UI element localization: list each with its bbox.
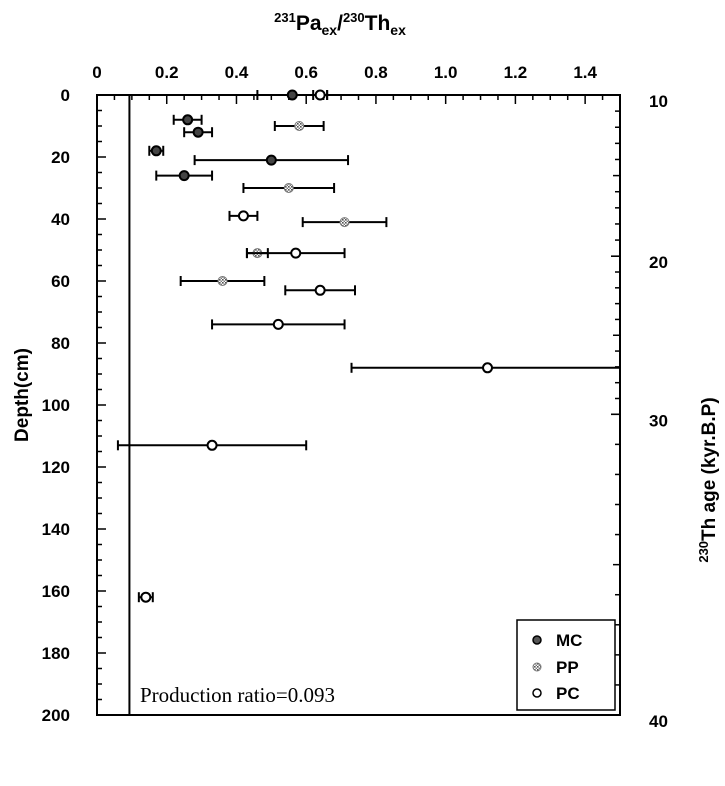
left-tick-label: 60: [51, 272, 70, 291]
legend: MC PP PC: [516, 619, 616, 711]
left-axis-title: Depth(cm): [12, 348, 33, 442]
left-tick-label: 200: [42, 706, 70, 725]
legend-pp-marker: [532, 662, 542, 672]
pc-point: [314, 284, 326, 296]
top-tick-label: 1.0: [434, 63, 458, 82]
pc-point: [272, 318, 284, 330]
pc-point: [206, 439, 218, 451]
pc-point: [237, 210, 249, 222]
pc-point: [140, 591, 152, 603]
right-axis-title: 230Th age (kyr.B.P): [696, 397, 720, 562]
mc-point: [265, 154, 277, 166]
top-tick-label: 1.4: [573, 63, 597, 82]
top-axis-title-slash: /: [337, 12, 343, 35]
right-axis-title-sup: 230: [696, 541, 711, 563]
left-tick-label: 80: [51, 334, 70, 353]
production-ratio-label: Production ratio=0.093: [140, 683, 335, 707]
top-tick-label: 0.6: [294, 63, 318, 82]
legend-pp-label: PP: [556, 658, 579, 677]
top-tick-label: 0.2: [155, 63, 179, 82]
left-tick-label: 40: [51, 210, 70, 229]
top-tick-label: 0.8: [364, 63, 388, 82]
legend-mc-marker: [532, 635, 542, 645]
left-tick-label: 20: [51, 148, 70, 167]
mc-point: [150, 145, 162, 157]
top-axis-title-th: Th: [365, 12, 391, 35]
pp-point: [294, 121, 305, 131]
top-axis-title-pa: Pa: [296, 12, 322, 35]
right-tick-label: 10: [649, 92, 668, 111]
legend-pc-marker: [532, 688, 542, 698]
left-tick-label: 140: [42, 520, 70, 539]
top-tick-label: 0.4: [225, 63, 249, 82]
pp-point: [217, 276, 228, 286]
right-tick-label: 40: [649, 712, 668, 731]
pc-point: [290, 247, 302, 259]
left-tick-label: 180: [42, 644, 70, 663]
right-tick-label: 30: [649, 411, 668, 430]
top-axis-title-sub2: ex: [390, 22, 406, 38]
left-tick-label: 120: [42, 458, 70, 477]
mc-point: [178, 170, 190, 182]
pp-point: [339, 217, 350, 228]
left-tick-label: 160: [42, 582, 70, 601]
legend-mc-label: MC: [556, 631, 582, 650]
top-tick-label: 1.2: [504, 63, 528, 82]
pc-point: [314, 89, 326, 101]
mc-point: [286, 89, 298, 101]
top-tick-label: 0: [92, 63, 101, 82]
mc-point: [192, 126, 204, 138]
legend-pc-label: PC: [556, 684, 580, 703]
pp-point: [283, 183, 294, 193]
right-axis-title-main: Th age (kyr.B.P): [699, 397, 720, 541]
mc-point: [182, 114, 194, 126]
top-axis-title-sub1: ex: [322, 22, 338, 38]
pc-point: [482, 362, 494, 374]
top-axis-title-sup2: 230: [343, 10, 365, 25]
top-axis-title: 231Paex/230Thex: [274, 10, 406, 38]
left-tick-label: 0: [61, 86, 70, 105]
top-axis-title-sup1: 231: [274, 10, 296, 25]
right-tick-label: 20: [649, 253, 668, 272]
left-tick-label: 100: [42, 396, 70, 415]
